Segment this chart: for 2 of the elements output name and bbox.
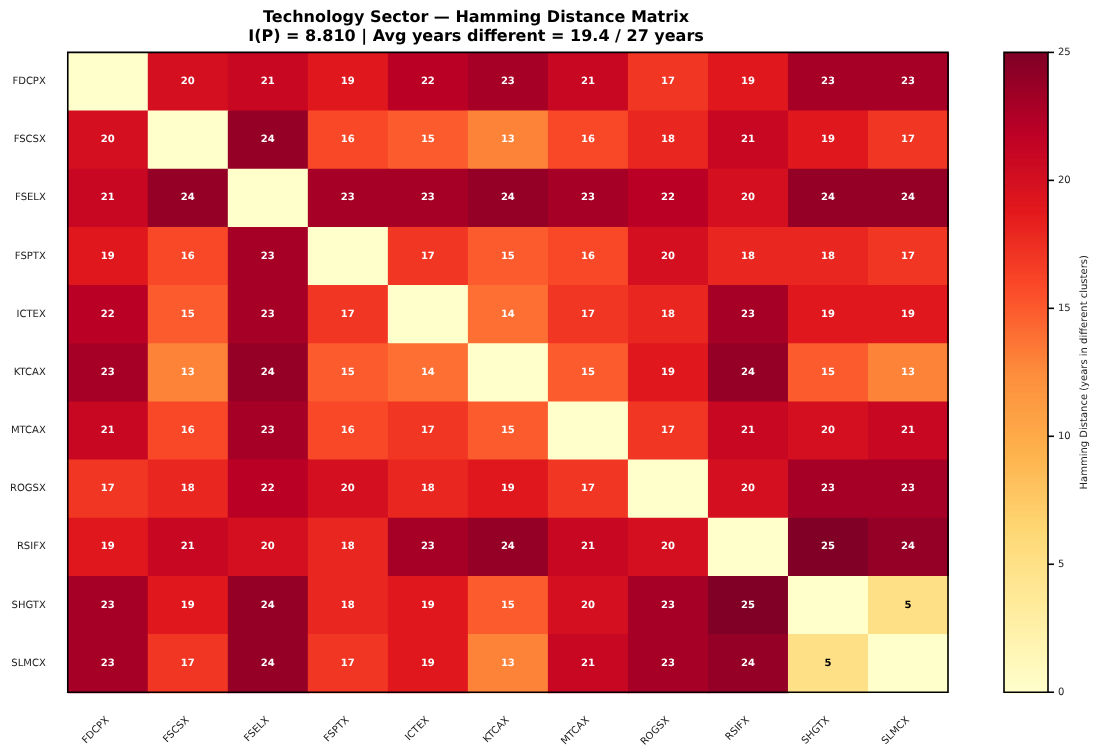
chart-title: Technology Sector — Hamming Distance Matrix <box>263 7 691 26</box>
chart-subtitle: I(P) = 8.810 | Avg years different = 19.4 / 27 years <box>248 26 705 45</box>
